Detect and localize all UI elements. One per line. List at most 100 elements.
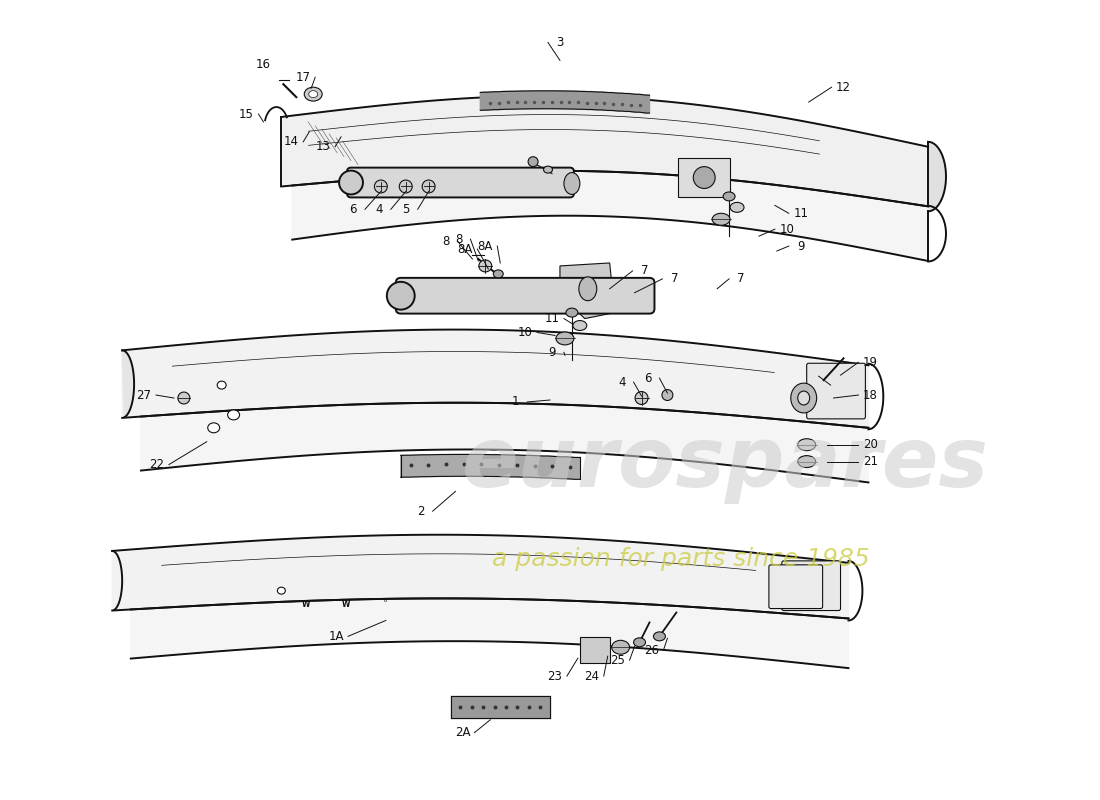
Ellipse shape <box>723 192 735 201</box>
Text: 18: 18 <box>862 389 878 402</box>
Text: 19: 19 <box>862 356 878 369</box>
Text: 3: 3 <box>557 36 563 49</box>
Ellipse shape <box>791 383 816 413</box>
Text: 4: 4 <box>618 376 626 389</box>
Ellipse shape <box>399 180 412 193</box>
Text: 27: 27 <box>136 389 152 402</box>
Text: 5: 5 <box>402 203 409 216</box>
Text: 7: 7 <box>671 272 678 286</box>
FancyBboxPatch shape <box>806 363 866 419</box>
Polygon shape <box>293 170 928 261</box>
Text: 25: 25 <box>610 654 625 666</box>
Ellipse shape <box>798 438 816 450</box>
Ellipse shape <box>277 587 285 594</box>
Ellipse shape <box>798 391 810 405</box>
Text: 6: 6 <box>350 203 356 216</box>
Text: 12: 12 <box>836 81 851 94</box>
Polygon shape <box>451 696 550 718</box>
Ellipse shape <box>730 202 744 212</box>
Text: 8A: 8A <box>477 239 493 253</box>
Text: 17: 17 <box>296 70 311 84</box>
Polygon shape <box>122 350 134 418</box>
Text: 7: 7 <box>641 265 648 278</box>
Ellipse shape <box>635 391 648 405</box>
Polygon shape <box>928 142 946 211</box>
Text: 11: 11 <box>544 312 560 325</box>
FancyBboxPatch shape <box>679 158 730 198</box>
Text: 8: 8 <box>454 233 462 246</box>
Polygon shape <box>560 263 615 318</box>
Ellipse shape <box>556 332 574 345</box>
Polygon shape <box>141 402 868 482</box>
Ellipse shape <box>653 632 666 641</box>
Text: a passion for parts since 1985: a passion for parts since 1985 <box>493 547 870 571</box>
Text: W: W <box>342 600 350 609</box>
Polygon shape <box>301 117 356 157</box>
Polygon shape <box>112 534 848 618</box>
Ellipse shape <box>612 640 629 654</box>
FancyBboxPatch shape <box>580 638 609 663</box>
Ellipse shape <box>493 270 503 278</box>
FancyBboxPatch shape <box>396 278 654 314</box>
Ellipse shape <box>573 321 586 330</box>
Ellipse shape <box>228 410 240 420</box>
Text: 7: 7 <box>737 272 745 286</box>
Text: 14: 14 <box>284 135 299 148</box>
Ellipse shape <box>579 277 597 301</box>
Polygon shape <box>182 402 246 454</box>
Text: 21: 21 <box>862 455 878 468</box>
Ellipse shape <box>422 180 436 193</box>
Text: 10: 10 <box>518 326 532 339</box>
Ellipse shape <box>662 390 673 401</box>
FancyBboxPatch shape <box>346 168 574 198</box>
Ellipse shape <box>374 180 387 193</box>
Polygon shape <box>122 330 868 428</box>
Text: 6: 6 <box>644 372 651 385</box>
Polygon shape <box>400 454 580 479</box>
Ellipse shape <box>564 173 580 194</box>
Text: 8: 8 <box>442 234 449 248</box>
Text: 22: 22 <box>150 458 165 471</box>
Ellipse shape <box>339 170 363 194</box>
Ellipse shape <box>565 308 578 317</box>
Text: W: W <box>302 600 310 609</box>
Ellipse shape <box>478 260 492 272</box>
Ellipse shape <box>309 90 318 98</box>
Text: 24: 24 <box>584 670 600 682</box>
Text: 15: 15 <box>239 107 254 121</box>
Ellipse shape <box>387 282 415 310</box>
Text: 10: 10 <box>780 222 794 236</box>
Ellipse shape <box>798 456 816 467</box>
FancyBboxPatch shape <box>782 561 840 610</box>
Ellipse shape <box>217 381 227 389</box>
Ellipse shape <box>528 157 538 166</box>
Text: 4: 4 <box>375 203 383 216</box>
Ellipse shape <box>305 87 322 101</box>
Polygon shape <box>550 160 590 211</box>
Text: 2A: 2A <box>454 726 470 739</box>
Text: 1: 1 <box>512 395 519 409</box>
Ellipse shape <box>693 166 715 189</box>
Text: 9: 9 <box>548 346 556 359</box>
Text: 13: 13 <box>316 140 331 154</box>
Text: o: o <box>384 598 387 603</box>
Text: 26: 26 <box>644 644 659 657</box>
Polygon shape <box>481 91 649 113</box>
Text: 23: 23 <box>548 670 562 682</box>
Text: 2: 2 <box>417 505 425 518</box>
Text: eurospares: eurospares <box>462 423 989 504</box>
Polygon shape <box>131 598 848 668</box>
Text: 20: 20 <box>862 438 878 451</box>
Ellipse shape <box>634 638 646 646</box>
Ellipse shape <box>712 214 730 226</box>
Text: 11: 11 <box>793 207 808 220</box>
Text: 8A: 8A <box>458 242 473 255</box>
Ellipse shape <box>543 166 552 173</box>
Text: 9: 9 <box>798 239 804 253</box>
Ellipse shape <box>208 423 220 433</box>
Text: 16: 16 <box>256 58 271 71</box>
Text: 1A: 1A <box>328 630 344 643</box>
FancyBboxPatch shape <box>769 565 823 609</box>
Polygon shape <box>282 96 928 206</box>
Ellipse shape <box>178 392 190 404</box>
